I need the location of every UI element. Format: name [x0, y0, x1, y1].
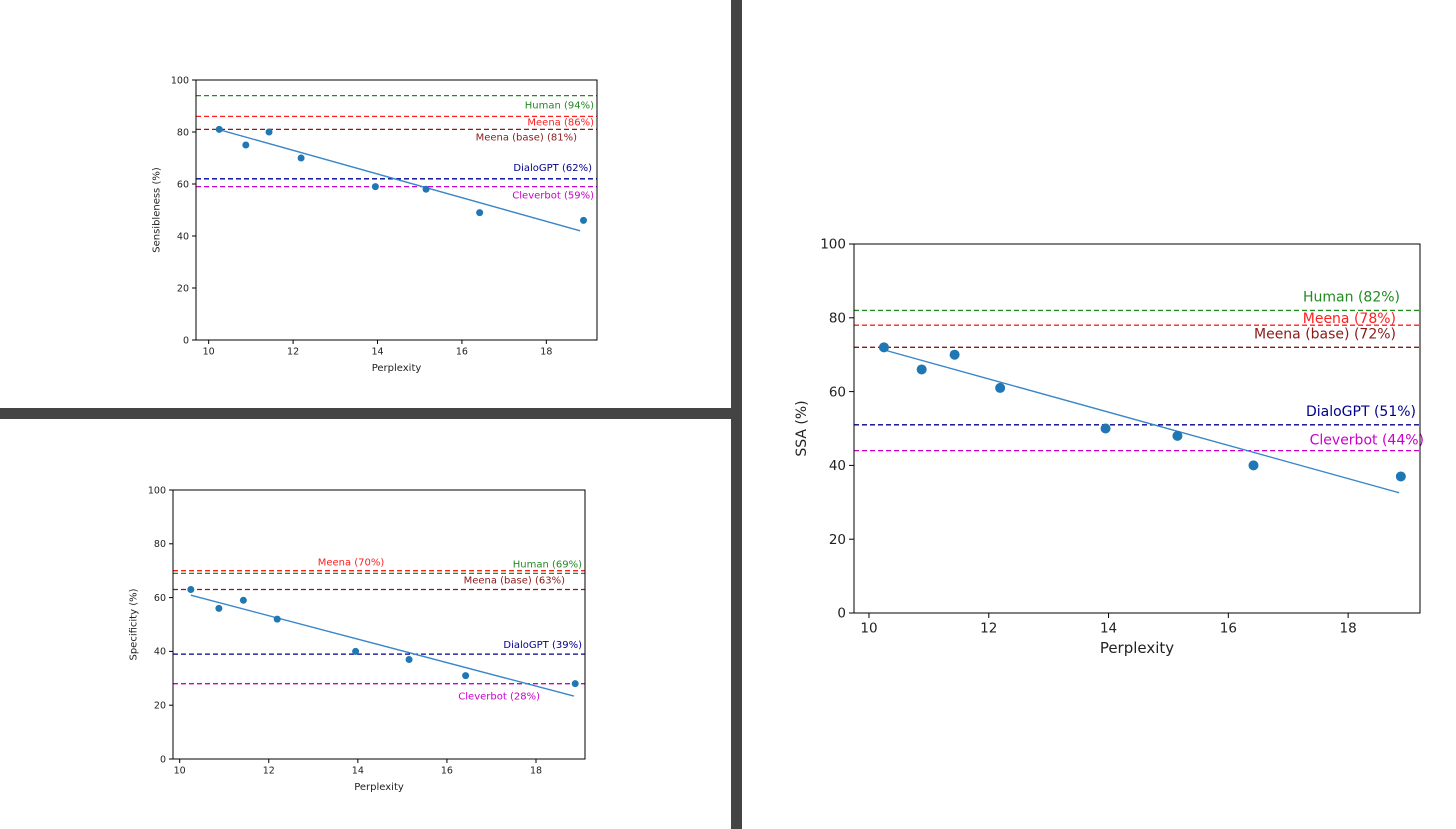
data-point	[995, 382, 1006, 393]
x-tick-label: 16	[1220, 621, 1237, 637]
data-point	[579, 216, 587, 224]
trend-line	[190, 594, 575, 697]
trend-line	[219, 128, 581, 232]
reference-label: Cleverbot (28%)	[458, 692, 540, 703]
plot-frame	[195, 79, 598, 341]
vertical-divider	[731, 0, 742, 829]
reference-label: Meena (base) (63%)	[464, 576, 566, 587]
x-tick-label: 10	[860, 621, 877, 637]
x-tick-label: 14	[1100, 621, 1117, 637]
y-tick-label: 40	[154, 647, 166, 658]
data-point	[878, 342, 889, 353]
data-point	[297, 154, 305, 162]
data-point	[371, 183, 379, 191]
y-tick-label: 60	[154, 593, 166, 604]
data-point	[405, 655, 413, 663]
y-tick-label: 60	[177, 179, 189, 190]
data-point	[265, 128, 273, 136]
y-tick-label: 80	[154, 539, 166, 550]
plot-frame	[853, 243, 1421, 614]
y-tick-label: 0	[183, 335, 189, 346]
y-tick-label: 20	[177, 283, 189, 294]
data-point	[242, 141, 250, 149]
plot-frame	[172, 489, 586, 760]
data-point	[462, 672, 470, 680]
y-tick-label: 40	[177, 231, 189, 242]
data-point	[1100, 423, 1111, 434]
data-point	[215, 604, 223, 612]
y-tick-label: 0	[837, 606, 846, 622]
x-tick-label: 18	[530, 766, 542, 777]
x-tick-label: 16	[441, 766, 453, 777]
y-tick-label: 80	[177, 127, 189, 138]
x-tick-label: 18	[540, 347, 552, 358]
reference-label: Cleverbot (44%)	[1310, 433, 1424, 449]
x-tick-label: 12	[980, 621, 997, 637]
x-tick-label: 10	[174, 766, 186, 777]
data-point	[273, 615, 281, 623]
reference-label: DialoGPT (51%)	[1306, 404, 1416, 420]
x-axis-label: Perplexity	[1100, 639, 1174, 657]
x-tick-label: 14	[371, 347, 383, 358]
reference-label: Meena (78%)	[1303, 311, 1396, 327]
reference-label: Cleverbot (59%)	[512, 191, 594, 202]
y-axis-label: SSA (%)	[794, 400, 810, 456]
data-point	[571, 680, 579, 688]
y-tick-label: 20	[829, 532, 846, 548]
horizontal-divider	[0, 408, 731, 419]
reference-label: Meena (70%)	[318, 558, 385, 569]
reference-label: DialoGPT (62%)	[513, 163, 592, 174]
reference-label: Human (69%)	[513, 559, 582, 570]
data-point	[916, 364, 927, 375]
reference-label: DialoGPT (39%)	[503, 640, 582, 651]
reference-label: Meena (86%)	[527, 117, 594, 128]
reference-label: Human (94%)	[525, 101, 594, 112]
y-tick-label: 100	[171, 75, 189, 86]
x-tick-label: 12	[287, 347, 299, 358]
data-point	[1395, 471, 1406, 482]
data-point	[239, 596, 247, 604]
y-tick-label: 80	[829, 311, 846, 327]
y-tick-label: 0	[160, 754, 166, 765]
y-axis-label: Sensibleness (%)	[151, 167, 162, 253]
data-point	[1248, 460, 1259, 471]
data-point	[949, 349, 960, 360]
x-tick-label: 12	[263, 766, 275, 777]
x-axis-label: Perplexity	[372, 363, 422, 374]
x-axis-label: Perplexity	[354, 782, 404, 793]
y-tick-label: 40	[829, 458, 846, 474]
x-tick-label: 16	[456, 347, 468, 358]
data-point	[476, 209, 484, 217]
trend-line	[883, 349, 1400, 494]
reference-label: Meena (base) (72%)	[1254, 326, 1396, 342]
x-tick-label: 18	[1340, 621, 1357, 637]
y-tick-label: 100	[148, 485, 166, 496]
data-point	[352, 647, 360, 655]
data-point	[422, 185, 430, 193]
data-point	[1172, 430, 1183, 441]
data-point	[187, 586, 195, 594]
data-point	[215, 125, 223, 133]
y-tick-label: 60	[829, 384, 846, 400]
y-axis-label: Specificity (%)	[128, 588, 139, 660]
y-tick-label: 100	[820, 237, 846, 253]
reference-label: Human (82%)	[1303, 289, 1400, 305]
x-tick-label: 14	[352, 766, 364, 777]
x-tick-label: 10	[203, 347, 215, 358]
y-tick-label: 20	[154, 701, 166, 712]
reference-label: Meena (base) (81%)	[476, 132, 578, 143]
